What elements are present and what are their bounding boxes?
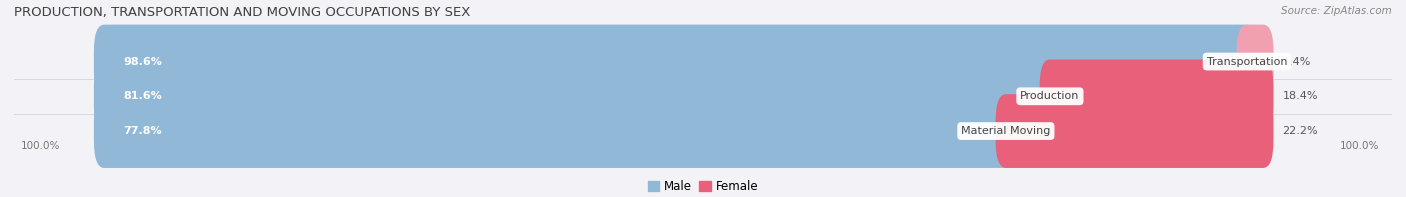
- Text: Source: ZipAtlas.com: Source: ZipAtlas.com: [1281, 6, 1392, 16]
- Text: Transportation: Transportation: [1206, 57, 1286, 67]
- Text: 100.0%: 100.0%: [1340, 141, 1379, 151]
- Text: Material Moving: Material Moving: [962, 126, 1050, 136]
- Legend: Male, Female: Male, Female: [643, 175, 763, 197]
- Text: 1.4%: 1.4%: [1282, 57, 1310, 67]
- FancyBboxPatch shape: [94, 25, 1274, 98]
- Text: 77.8%: 77.8%: [124, 126, 162, 136]
- Text: 18.4%: 18.4%: [1282, 91, 1317, 101]
- FancyBboxPatch shape: [94, 94, 1274, 168]
- Text: 22.2%: 22.2%: [1282, 126, 1317, 136]
- Text: 81.6%: 81.6%: [124, 91, 162, 101]
- FancyBboxPatch shape: [1237, 25, 1274, 98]
- Text: Production: Production: [1021, 91, 1080, 101]
- FancyBboxPatch shape: [94, 25, 1257, 98]
- Text: 98.6%: 98.6%: [124, 57, 162, 67]
- Text: 100.0%: 100.0%: [21, 141, 60, 151]
- FancyBboxPatch shape: [94, 94, 1017, 168]
- FancyBboxPatch shape: [94, 59, 1060, 133]
- FancyBboxPatch shape: [94, 59, 1274, 133]
- Text: PRODUCTION, TRANSPORTATION AND MOVING OCCUPATIONS BY SEX: PRODUCTION, TRANSPORTATION AND MOVING OC…: [14, 6, 471, 19]
- FancyBboxPatch shape: [995, 94, 1274, 168]
- FancyBboxPatch shape: [1039, 59, 1274, 133]
